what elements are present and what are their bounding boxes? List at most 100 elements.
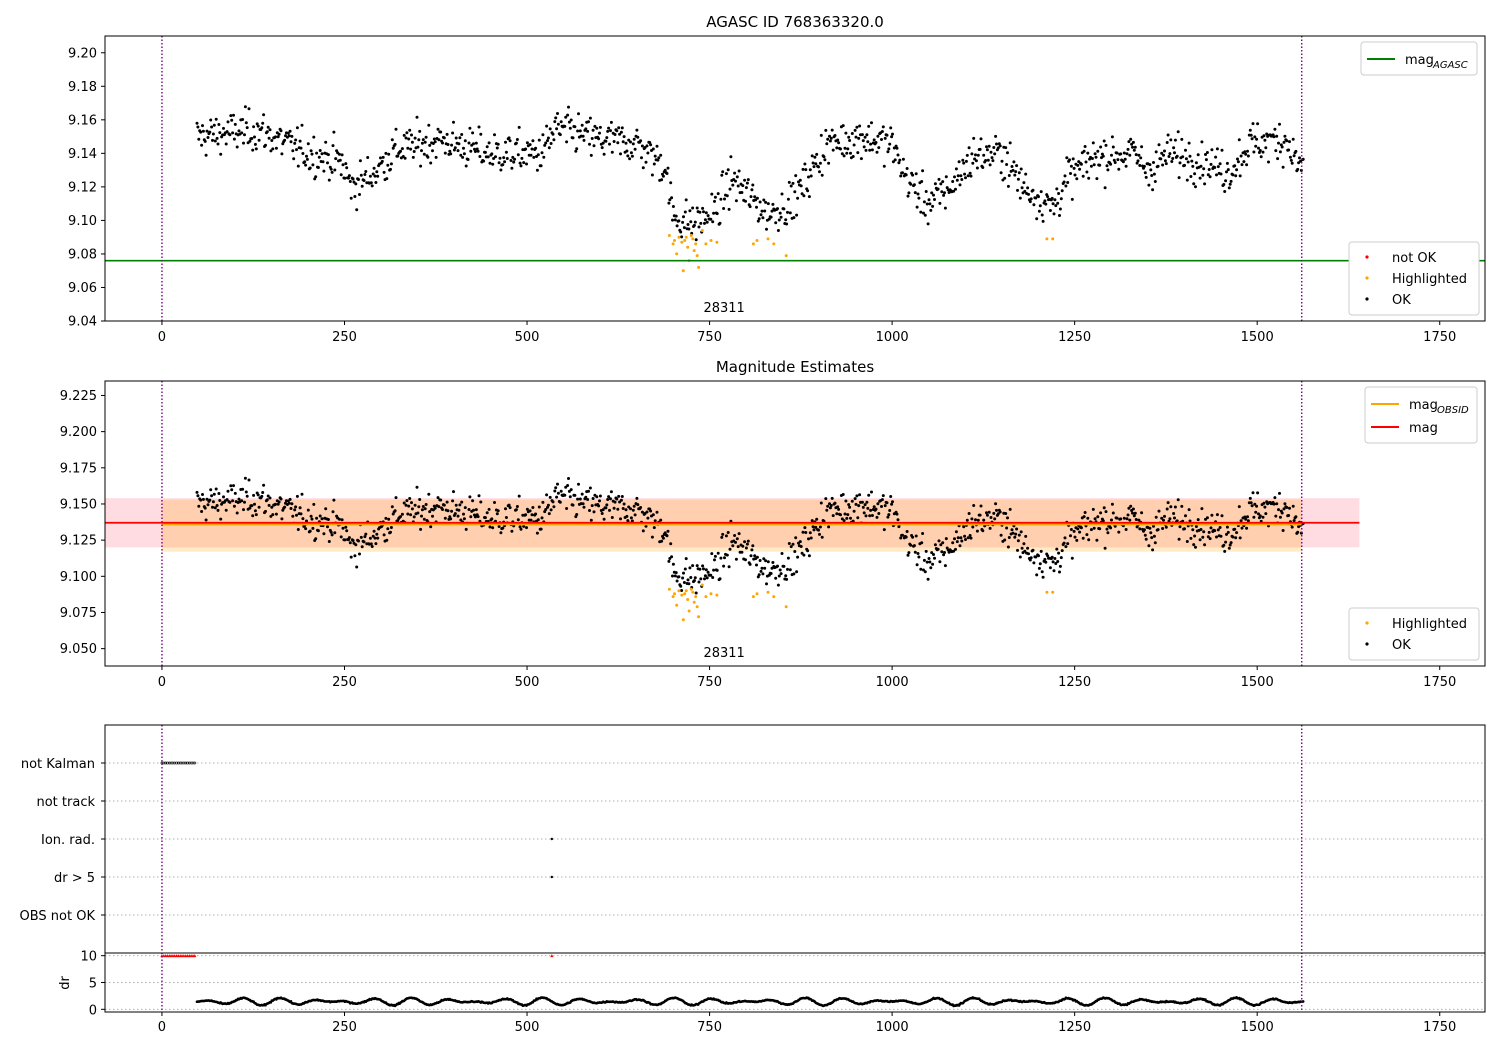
ok-point xyxy=(793,550,797,553)
ok-point xyxy=(460,500,464,504)
ok-point xyxy=(698,567,702,571)
ok-point xyxy=(831,148,835,152)
ok-point xyxy=(1083,511,1087,514)
ok-point xyxy=(469,149,473,153)
ok-point xyxy=(683,210,687,214)
ok-point xyxy=(1105,527,1109,531)
ok-point xyxy=(547,146,551,150)
ok-point xyxy=(210,494,214,498)
ok-point xyxy=(630,519,634,523)
ok-point xyxy=(630,154,634,158)
ok-point xyxy=(937,539,941,543)
ok-point xyxy=(434,155,438,159)
ok-point xyxy=(713,195,717,199)
ok-point xyxy=(1254,144,1258,148)
ok-point xyxy=(830,496,834,500)
ok-point xyxy=(224,508,228,512)
ok-point xyxy=(487,141,491,145)
ok-point xyxy=(985,145,988,149)
ok-point xyxy=(1012,160,1016,164)
ok-point xyxy=(203,139,207,143)
ok-point xyxy=(994,134,998,138)
ok-point xyxy=(289,140,293,144)
ok-point xyxy=(429,525,433,529)
ok-point xyxy=(496,509,500,513)
ok-point xyxy=(1245,526,1249,530)
ok-point xyxy=(870,514,874,517)
ok-point xyxy=(629,507,632,511)
ok-point xyxy=(544,508,548,511)
ok-point xyxy=(420,149,423,153)
ok-point xyxy=(673,218,677,222)
ok-point xyxy=(1214,155,1218,159)
ok-point xyxy=(669,542,673,546)
ok-point xyxy=(628,157,632,161)
highlighted-point xyxy=(1051,237,1055,241)
ok-point xyxy=(577,112,580,116)
ok-point xyxy=(1122,151,1126,155)
ok-point xyxy=(1147,183,1151,187)
ok-point xyxy=(214,487,218,491)
ok-point xyxy=(1213,529,1217,533)
ok-point xyxy=(576,497,580,501)
ok-point xyxy=(1031,548,1035,552)
ok-point xyxy=(912,183,916,187)
ok-point xyxy=(1163,514,1166,518)
ok-point xyxy=(196,125,200,129)
ok-point xyxy=(820,173,824,177)
ok-point xyxy=(1238,536,1242,540)
ok-point xyxy=(1113,524,1117,528)
ok-point xyxy=(316,529,320,533)
ok-point xyxy=(306,508,310,512)
ok-point xyxy=(907,191,911,195)
ok-point xyxy=(532,155,536,159)
ok-point xyxy=(629,140,632,144)
ok-point xyxy=(671,574,674,578)
ok-point xyxy=(692,223,696,227)
ok-point xyxy=(497,161,501,165)
ok-point xyxy=(666,166,670,170)
ok-point xyxy=(731,183,735,187)
ok-point xyxy=(653,519,657,523)
ok-point xyxy=(876,134,880,138)
x-tick-label: 1250 xyxy=(1058,1020,1091,1035)
ok-point xyxy=(312,135,316,139)
ok-point xyxy=(937,177,941,181)
ok-point xyxy=(456,514,460,518)
ok-point xyxy=(897,161,901,165)
ok-point xyxy=(513,157,517,161)
ok-point xyxy=(1225,525,1229,529)
flag-label: dr > 5 xyxy=(54,871,95,886)
ok-point xyxy=(668,198,672,202)
ok-point xyxy=(347,536,351,540)
ok-point xyxy=(1246,149,1249,153)
ok-point xyxy=(804,531,808,534)
ok-point xyxy=(467,508,471,511)
ok-point xyxy=(969,174,973,178)
ok-point xyxy=(324,507,328,511)
ok-point xyxy=(941,541,945,545)
ok-point xyxy=(862,511,866,515)
ok-point xyxy=(635,496,639,500)
ok-point xyxy=(1172,512,1176,515)
ok-point xyxy=(694,238,698,242)
ok-point xyxy=(1016,177,1020,181)
ok-point xyxy=(267,503,271,507)
y-tick-label: 9.075 xyxy=(60,606,97,621)
ok-point xyxy=(326,518,330,521)
ok-point xyxy=(753,195,757,199)
ok-point xyxy=(697,580,701,584)
ok-point xyxy=(1024,172,1028,176)
ok-point xyxy=(385,177,389,181)
ok-point xyxy=(1204,153,1207,156)
ok-point xyxy=(808,168,812,172)
ok-point xyxy=(485,145,489,149)
ok-point xyxy=(554,486,558,490)
highlighted-point xyxy=(1045,590,1049,594)
ok-point xyxy=(723,556,726,560)
ok-point xyxy=(492,157,496,160)
ok-point xyxy=(1224,179,1228,183)
ok-point xyxy=(1062,541,1066,545)
ok-point xyxy=(427,123,431,127)
ok-point xyxy=(619,517,622,521)
